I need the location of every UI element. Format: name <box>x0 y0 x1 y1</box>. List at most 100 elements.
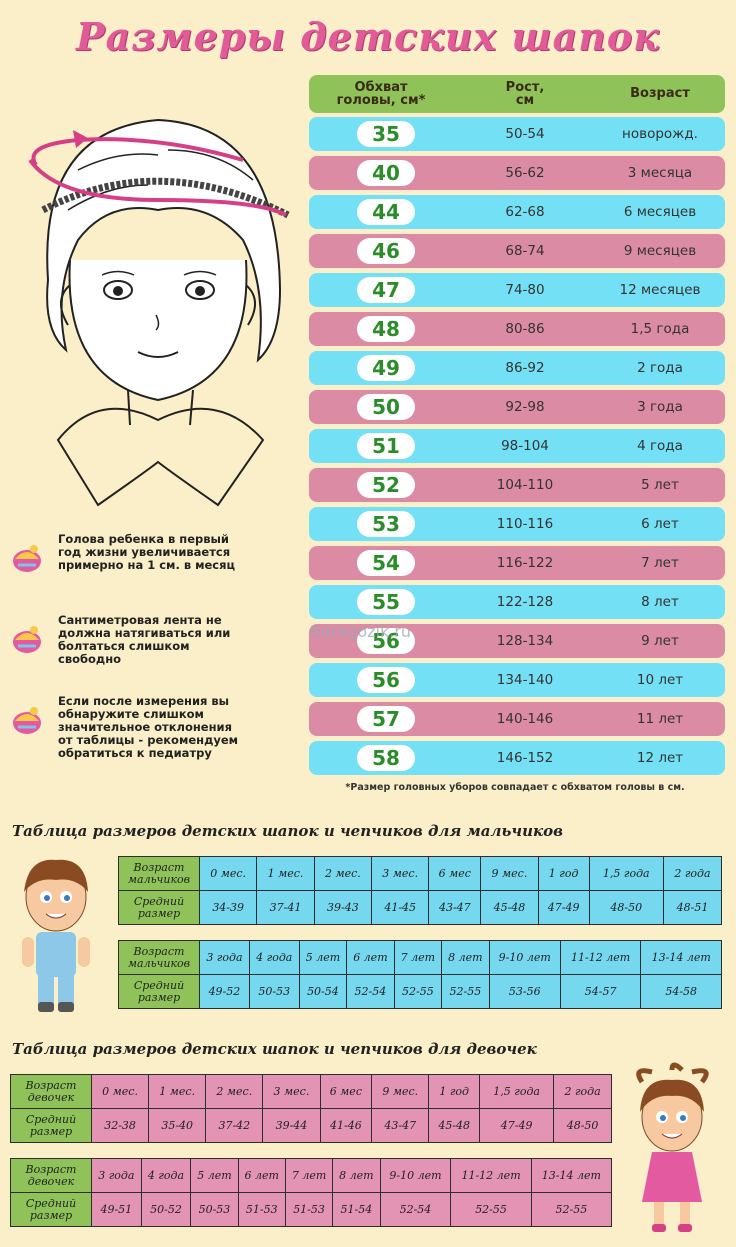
age-value: 2 года <box>637 360 683 376</box>
size-row: 40 56-62 3 месяца <box>309 156 725 190</box>
tip-text: Голова ребенка в первый год жизни увеличи… <box>58 532 236 572</box>
size-row: 51 98-104 4 года <box>309 429 725 463</box>
age-cell: 6 мес <box>319 1074 373 1109</box>
size-row: 56 128-134 9 лет <box>309 624 725 658</box>
header-age: Возраст <box>630 86 690 101</box>
size-row: 53 110-116 6 лет <box>309 507 725 541</box>
size-cell: 39-44 <box>262 1108 321 1143</box>
head-circumference-value: 52 <box>357 472 415 498</box>
size-label: Средний размер <box>10 1108 92 1143</box>
age-cell: 7 лет <box>284 1158 334 1193</box>
boys-table-1: Возраст мальчиков 0 мес. 1 мес. 2 мес. 3 мес.… <box>118 856 723 925</box>
age-cell: 4 года <box>248 940 300 975</box>
height-value: 92-98 <box>505 399 545 415</box>
size-row: 58 146-152 12 лет <box>309 741 725 775</box>
age-cell: 5 лет <box>298 940 348 975</box>
head-circumference-value: 50 <box>357 394 415 420</box>
age-value: 3 года <box>637 399 683 415</box>
size-cell: 48-50 <box>588 890 664 925</box>
watermark: Baragozik.ru <box>310 622 412 641</box>
header-head-circumference: Обхват головы, см* <box>336 80 426 108</box>
header-height: Рост, см <box>505 80 545 108</box>
size-cell: 39-43 <box>313 890 373 925</box>
size-row: 56 134-140 10 лет <box>309 663 725 697</box>
head-circumference-value: 48 <box>357 316 415 342</box>
size-row: 48 80-86 1,5 года <box>309 312 725 346</box>
age-cell: 6 лет <box>237 1158 286 1193</box>
girls-table-1: Возраст девочек 0 мес. 1 мес. 2 мес. 3 мес. 6 … <box>10 1074 612 1143</box>
height-value: 62-68 <box>505 204 545 220</box>
age-cell: 2 мес. <box>313 856 373 891</box>
age-value: 7 лет <box>641 555 679 571</box>
size-row: 47 74-80 12 месяцев <box>309 273 725 307</box>
knit-hat-icon <box>13 545 41 572</box>
head-circumference-value: 51 <box>357 433 415 459</box>
size-row: 35 50-54 новорожд. <box>309 117 725 151</box>
size-cell: 47-49 <box>537 890 590 925</box>
head-circumference-value: 57 <box>357 706 415 732</box>
footnote: *Размер головных уборов совпадает с обхв… <box>345 782 685 793</box>
age-cell: 5 лет <box>190 1158 239 1193</box>
age-cell: 1 год <box>537 856 590 891</box>
girls-table-2: Возраст девочек 3 года 4 года 5 лет 6 лет 7 ле… <box>10 1158 613 1227</box>
age-cell: 11-12 лет <box>559 940 642 975</box>
size-cell: 49-52 <box>199 974 250 1009</box>
size-row: 50 92-98 3 года <box>309 390 725 424</box>
age-label: Возраст девочек <box>10 1074 92 1109</box>
head-circumference-value: 46 <box>357 238 415 264</box>
boys-table-2: Возраст мальчиков 3 года 4 года 5 лет 6 лет 7 … <box>118 940 722 1009</box>
height-value: 122-128 <box>496 594 554 610</box>
age-cell: 3 года <box>199 940 250 975</box>
age-cell: 3 года <box>91 1158 142 1193</box>
head-circumference-value: 49 <box>357 355 415 381</box>
age-label: Возраст девочек <box>10 1158 92 1193</box>
size-cell: 52-54 <box>379 1192 452 1227</box>
age-value: 1,5 года <box>630 321 690 337</box>
height-value: 116-122 <box>496 555 554 571</box>
height-value: 56-62 <box>505 165 545 181</box>
age-value: 6 месяцев <box>623 204 697 220</box>
age-value: 12 лет <box>636 750 684 766</box>
page-title: Размеры детских шапок <box>76 14 660 59</box>
size-cell: 45-48 <box>480 890 539 925</box>
child-head-illustration <box>28 118 290 507</box>
size-row: 55 122-128 8 лет <box>309 585 725 619</box>
size-cell: 50-54 <box>298 974 348 1009</box>
size-cell: 41-45 <box>371 890 430 925</box>
height-value: 98-104 <box>501 438 549 454</box>
size-cell: 35-40 <box>148 1108 207 1143</box>
height-value: 110-116 <box>496 516 554 532</box>
age-cell: 9-10 лет <box>379 1158 452 1193</box>
main-table-header: Обхват головы, см* Рост, см Возраст <box>309 75 725 113</box>
head-circumference-value: 55 <box>357 589 415 615</box>
size-cell: 52-55 <box>530 1192 613 1227</box>
girl-illustration <box>636 1062 709 1232</box>
age-cell: 1 мес. <box>256 856 315 891</box>
age-cell: 7 лет <box>393 940 443 975</box>
boy-illustration <box>22 859 90 1012</box>
age-cell: 11-12 лет <box>450 1158 532 1193</box>
age-cell: 6 лет <box>346 940 395 975</box>
size-row: 57 140-146 11 лет <box>309 702 725 736</box>
head-circumference-value: 54 <box>357 550 415 576</box>
size-label: Средний размер <box>118 890 200 925</box>
size-cell: 41-46 <box>319 1108 373 1143</box>
age-cell: 6 мес <box>428 856 482 891</box>
knit-hat-icon <box>13 626 41 653</box>
height-value: 128-134 <box>496 633 554 649</box>
age-cell: 0 мес. <box>198 856 258 891</box>
head-circumference-value: 47 <box>357 277 415 303</box>
size-cell: 48-50 <box>553 1108 612 1143</box>
age-cell: 2 года <box>553 1074 612 1109</box>
size-cell: 52-55 <box>450 1192 532 1227</box>
age-label: Возраст мальчиков <box>118 940 200 975</box>
age-value: 3 месяца <box>627 165 693 181</box>
head-circumference-value: 58 <box>357 745 415 771</box>
age-cell: 8 лет <box>332 1158 381 1193</box>
size-cell: 51-53 <box>237 1192 286 1227</box>
height-value: 50-54 <box>505 126 545 142</box>
size-cell: 47-49 <box>479 1108 555 1143</box>
age-value: 8 лет <box>641 594 679 610</box>
size-row: 44 62-68 6 месяцев <box>309 195 725 229</box>
age-value: 12 месяцев <box>619 282 701 298</box>
